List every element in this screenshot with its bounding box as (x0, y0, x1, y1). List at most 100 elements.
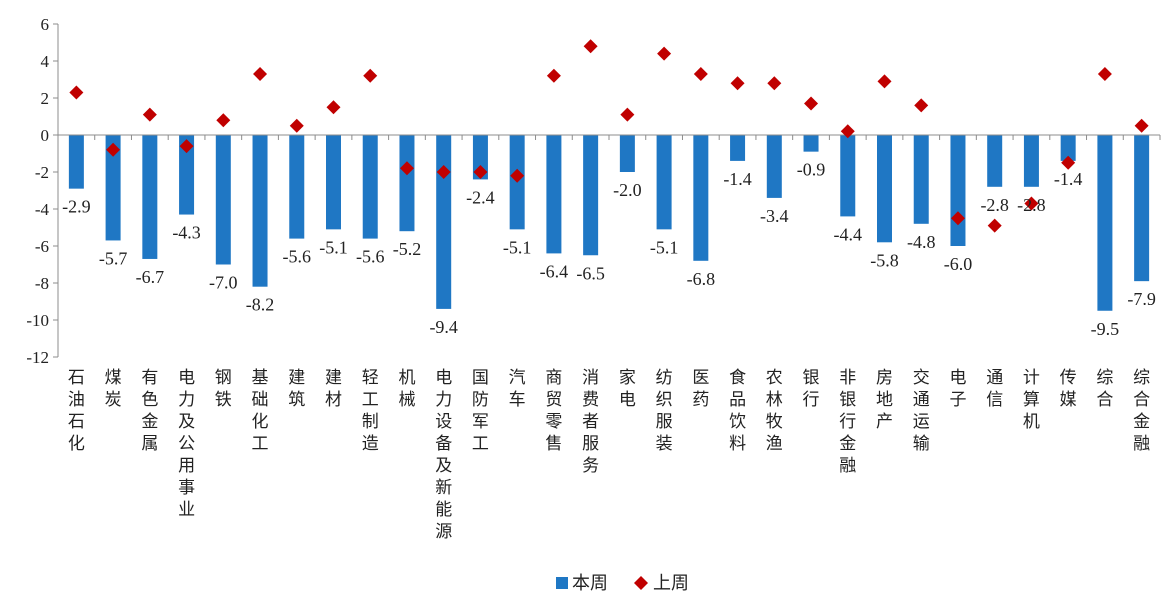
bar-data-label: -5.2 (393, 239, 422, 259)
y-tick-label: 0 (41, 126, 50, 145)
diamond-marker (473, 165, 488, 179)
data-labels: -2.9 -5.7 -6.7 -4.3 -7.0 -8.2 -5.6 -5.1 -5.6 -5.2… (62, 160, 1156, 339)
bar-data-label: -2.8 (980, 195, 1009, 215)
diamond-marker (1024, 196, 1039, 211)
legend-swatch-bar (556, 577, 568, 589)
bar (877, 135, 892, 243)
category-label: 房地产 (876, 368, 893, 432)
category-label: 轻工制造 (362, 368, 379, 454)
bar-data-label: -7.0 (209, 273, 238, 293)
category-label: 食品饮料 (729, 368, 746, 454)
category-label: 商贸零售 (545, 368, 562, 454)
diamond-marker (69, 85, 84, 100)
bar (399, 135, 415, 232)
bar (326, 135, 341, 230)
category-label: 传媒 (1060, 368, 1077, 410)
diamond-marker (583, 39, 598, 54)
category-label: 基础化工 (252, 368, 269, 454)
diamond-marker (142, 107, 157, 122)
category-label: 医药 (692, 368, 709, 410)
bar-data-label: -0.9 (797, 160, 826, 180)
category-label: 有色金属 (141, 368, 158, 454)
category-label: 计算机 (1023, 368, 1040, 432)
y-tick-label: -8 (35, 274, 49, 293)
diamond-marker (546, 68, 561, 83)
bar (1134, 135, 1150, 282)
category-label: 钢铁 (215, 368, 232, 410)
bar (215, 135, 231, 265)
category-label: 石油石化 (68, 368, 85, 454)
bar (546, 135, 562, 254)
diamond-marker (914, 98, 929, 113)
diamond-marker (767, 76, 782, 91)
bar (1097, 135, 1113, 311)
legend-swatch-diamond (634, 576, 648, 590)
bar (179, 135, 195, 215)
bar (730, 135, 746, 161)
bar (693, 135, 709, 261)
y-tick-label: -6 (35, 237, 49, 256)
diamond-marker (693, 66, 708, 81)
bar-data-label: -7.9 (1127, 289, 1156, 309)
category-label: 家电 (619, 368, 636, 410)
y-tick-label: -2 (35, 163, 49, 182)
bar-series (68, 135, 1150, 311)
bar-data-label: -6.8 (687, 269, 716, 289)
y-tick-label: 4 (41, 52, 50, 71)
category-label: 综合金融 (1133, 368, 1150, 454)
bar-data-label: -1.4 (723, 169, 752, 189)
y-axis: 6 4 2 0 -2 -4 -6 -8 -10 -12 (26, 15, 59, 367)
category-label: 交通运输 (913, 368, 930, 454)
category-label: 电力设备及新能源 (435, 368, 452, 542)
category-label: 农林牧渔 (766, 368, 783, 454)
diamond-marker (950, 211, 965, 226)
category-label: 电子 (949, 368, 966, 410)
category-label: 银行 (803, 368, 820, 410)
bar-data-label: -8.2 (246, 295, 275, 315)
bar (656, 135, 672, 230)
category-label: 纺织服装 (656, 368, 673, 454)
bar (252, 135, 268, 287)
category-label: 煤炭 (105, 368, 122, 410)
bar (913, 135, 929, 224)
diamond-marker (804, 96, 819, 111)
diamond-marker (657, 46, 672, 61)
bar (1060, 135, 1076, 161)
diamond-series (69, 39, 1149, 233)
zero-axis (57, 134, 1161, 140)
category-label: 汽车 (509, 368, 526, 410)
bar-data-label: -1.4 (1054, 169, 1083, 189)
bar-data-label: -6.4 (540, 261, 569, 281)
category-label: 通信 (986, 368, 1003, 410)
bar (987, 135, 1003, 187)
diamond-marker (436, 165, 451, 179)
bar (950, 135, 966, 246)
bar-data-label: -4.8 (907, 232, 936, 252)
category-label: 建材 (325, 368, 342, 410)
diamond-marker (1134, 118, 1149, 133)
bar-data-label: -5.1 (503, 237, 532, 257)
diamond-marker (1061, 155, 1076, 170)
diamond-marker (253, 66, 268, 81)
bar (766, 135, 782, 198)
category-label: 建筑 (288, 368, 305, 410)
bar-data-label: -5.8 (870, 250, 899, 270)
bar (840, 135, 856, 217)
bar-data-label: -5.6 (283, 247, 312, 267)
diamond-marker (326, 100, 341, 115)
diamond-marker (1097, 66, 1112, 81)
y-tick-label: -4 (35, 200, 50, 219)
category-label: 国防军工 (472, 368, 489, 454)
category-label: 非银行金融 (839, 368, 856, 476)
diamond-marker (987, 218, 1002, 233)
category-label: 消费者服务 (582, 368, 599, 476)
legend-label-bar: 本周 (572, 573, 608, 594)
bar (803, 135, 819, 152)
bar-data-label: -6.5 (576, 263, 605, 283)
bar (619, 135, 635, 172)
diamond-marker (363, 68, 378, 83)
bar-data-label: -9.4 (429, 317, 458, 337)
bar-data-label: -5.1 (319, 237, 348, 257)
y-tick-label: 6 (41, 15, 50, 34)
